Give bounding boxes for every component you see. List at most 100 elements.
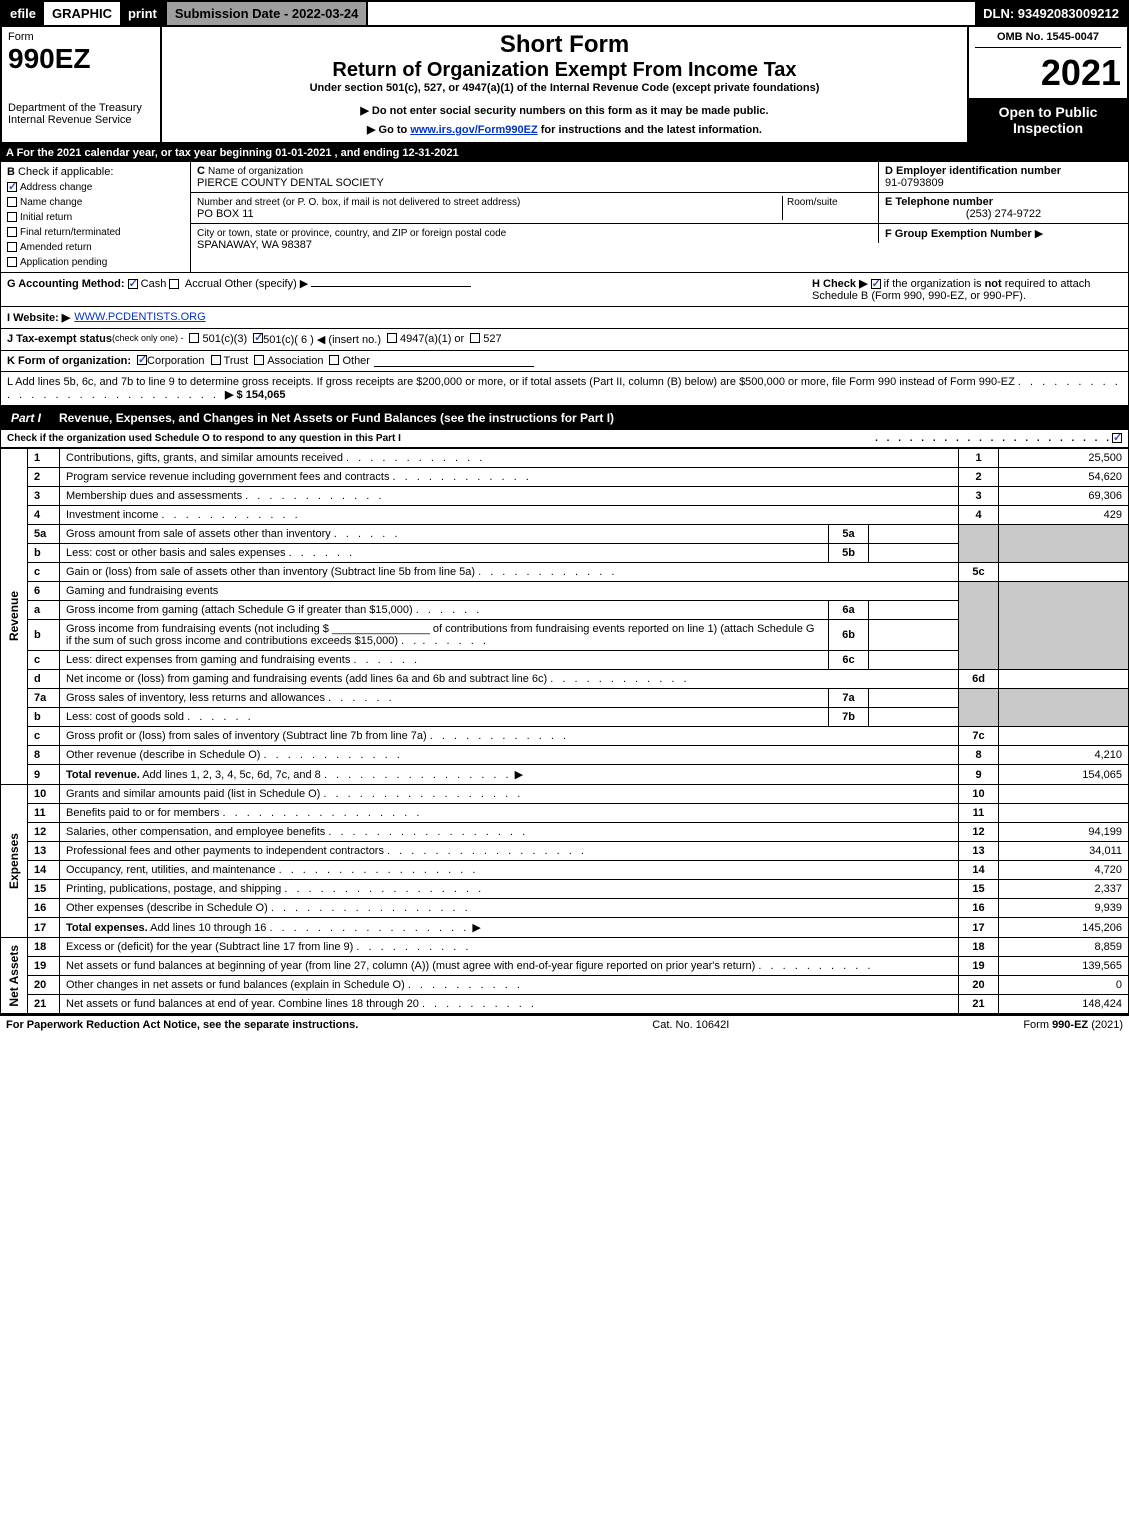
table-row: 19Net assets or fund balances at beginni… [1, 957, 1129, 976]
h-text: if the organization is [884, 278, 985, 290]
part-i-tag: Part I [1, 407, 51, 429]
efile-label: efile [2, 2, 44, 25]
j-4947-checkbox[interactable] [387, 333, 397, 343]
revenue-side: Revenue [1, 449, 28, 785]
j-501c: 501(c)( 6 ) ◀ (insert no.) [263, 333, 381, 346]
org-name: PIERCE COUNTY DENTAL SOCIETY [197, 177, 384, 189]
k-trust: Trust [224, 355, 249, 367]
footer-left: For Paperwork Reduction Act Notice, see … [6, 1019, 358, 1031]
part-i-sub-text: Check if the organization used Schedule … [7, 433, 875, 444]
graphic-label: GRAPHIC [44, 2, 120, 25]
schedule-o-checkbox[interactable] [1112, 433, 1122, 443]
phone-value: (253) 274-9722 [885, 208, 1122, 220]
j-501c3-checkbox[interactable] [189, 333, 199, 343]
tax-year: 2021 [975, 52, 1121, 94]
b-checkbox[interactable] [7, 212, 17, 222]
k-corp: Corporation [147, 355, 204, 367]
b-item-label: Amended return [20, 242, 92, 253]
netassets-side: Net Assets [1, 938, 28, 1014]
table-row: cGross profit or (loss) from sales of in… [1, 727, 1129, 746]
b-item-label: Application pending [20, 257, 107, 268]
j-4947: 4947(a)(1) or [400, 333, 464, 346]
b-checkbox[interactable] [7, 242, 17, 252]
f-label: F Group Exemption Number [885, 228, 1032, 240]
dept-row: Department of the Treasury Internal Reve… [0, 98, 1129, 144]
other-label: Other (specify) ▶ [225, 278, 309, 290]
street-label: Number and street (or P. O. box, if mail… [197, 197, 520, 208]
return-title: Return of Organization Exempt From Incom… [168, 59, 961, 82]
ein-value: 91-0793809 [885, 177, 944, 189]
table-row: 3Membership dues and assessments . . . .… [1, 487, 1129, 506]
check-if-label: Check if applicable: [18, 166, 113, 178]
accrual-checkbox[interactable] [169, 279, 179, 289]
j-501c-checkbox[interactable] [253, 333, 263, 343]
k-other: Other [342, 355, 370, 367]
table-row: 6Gaming and fundraising events [1, 582, 1129, 601]
table-row: 20Other changes in net assets or fund ba… [1, 976, 1129, 995]
name-org-label: Name of organization [208, 166, 303, 177]
table-row: Net Assets18Excess or (deficit) for the … [1, 938, 1129, 957]
j-527: 527 [483, 333, 501, 346]
under-section: Under section 501(c), 527, or 4947(a)(1)… [168, 82, 961, 94]
table-row: 11Benefits paid to or for members . . . … [1, 804, 1129, 823]
footer-mid: Cat. No. 10642I [358, 1019, 1023, 1031]
main-table: Revenue1Contributions, gifts, grants, an… [0, 448, 1129, 1014]
expenses-side: Expenses [1, 785, 28, 938]
d-label: D Employer identification number [885, 165, 1061, 177]
table-row: 17Total expenses. Add lines 10 through 1… [1, 918, 1129, 938]
print-button[interactable]: print [120, 2, 165, 25]
form-number: 990EZ [8, 43, 154, 75]
cash-label: Cash [141, 278, 167, 290]
table-row: 13Professional fees and other payments t… [1, 842, 1129, 861]
l-amount: ▶ $ 154,065 [225, 389, 285, 401]
k-trust-checkbox[interactable] [211, 355, 221, 365]
table-row: 15Printing, publications, postage, and s… [1, 880, 1129, 899]
e-label: E Telephone number [885, 196, 993, 208]
form-label: Form [8, 31, 154, 43]
table-row: Expenses10Grants and similar amounts pai… [1, 785, 1129, 804]
do-not-enter: ▶ Do not enter social security numbers o… [168, 104, 961, 117]
part-i-title: Revenue, Expenses, and Changes in Net As… [51, 407, 1128, 429]
k-other-checkbox[interactable] [329, 355, 339, 365]
short-form-title: Short Form [168, 31, 961, 59]
table-row: 21Net assets or fund balances at end of … [1, 995, 1129, 1014]
k-assoc-checkbox[interactable] [254, 355, 264, 365]
k-assoc: Association [267, 355, 323, 367]
g-label: G Accounting Method: [7, 278, 125, 290]
table-row: 16Other expenses (describe in Schedule O… [1, 899, 1129, 918]
h-label: H Check ▶ [812, 278, 868, 290]
table-row: 4Investment income . . . . . . . . . . .… [1, 506, 1129, 525]
line-g-h: G Accounting Method: Cash Accrual Other … [0, 273, 1129, 307]
cash-checkbox[interactable] [128, 279, 138, 289]
website-link[interactable]: WWW.PCDENTISTS.ORG [74, 311, 205, 324]
table-row: 9Total revenue. Add lines 1, 2, 3, 4, 5c… [1, 765, 1129, 785]
website-label: I Website: ▶ [7, 311, 70, 324]
line-k: K Form of organization: Corporation Trus… [0, 351, 1129, 372]
part-i-header: Part I Revenue, Expenses, and Changes in… [0, 406, 1129, 430]
form-header: Form 990EZ Short Form Return of Organiza… [0, 27, 1129, 98]
h-checkbox[interactable] [871, 279, 881, 289]
b-checkbox[interactable] [7, 257, 17, 267]
open-inspection: Open to Public Inspection [967, 98, 1127, 142]
b-checkbox[interactable] [7, 182, 17, 192]
k-label: K Form of organization: [7, 355, 131, 367]
line-l: L Add lines 5b, 6c, and 7b to line 9 to … [0, 372, 1129, 406]
b-item-label: Final return/terminated [20, 227, 121, 238]
table-row: 8Other revenue (describe in Schedule O) … [1, 746, 1129, 765]
b-checkbox[interactable] [7, 197, 17, 207]
j-sub: (check only one) - [112, 333, 184, 346]
line-a: A For the 2021 calendar year, or tax yea… [0, 144, 1129, 162]
b-checkbox[interactable] [7, 227, 17, 237]
table-row: 2Program service revenue including gover… [1, 468, 1129, 487]
b-item-label: Address change [20, 182, 92, 193]
j-527-checkbox[interactable] [470, 333, 480, 343]
table-row: 7aGross sales of inventory, less returns… [1, 689, 1129, 708]
table-row: 5aGross amount from sale of assets other… [1, 525, 1129, 544]
department-label: Department of the Treasury Internal Reve… [2, 98, 162, 142]
top-bar: efile GRAPHIC print Submission Date - 20… [0, 0, 1129, 27]
j-501c3: 501(c)(3) [202, 333, 247, 346]
irs-link[interactable]: www.irs.gov/Form990EZ [410, 124, 537, 136]
k-corp-checkbox[interactable] [137, 355, 147, 365]
street-value: PO BOX 11 [197, 208, 254, 220]
city-label: City or town, state or province, country… [197, 228, 506, 239]
